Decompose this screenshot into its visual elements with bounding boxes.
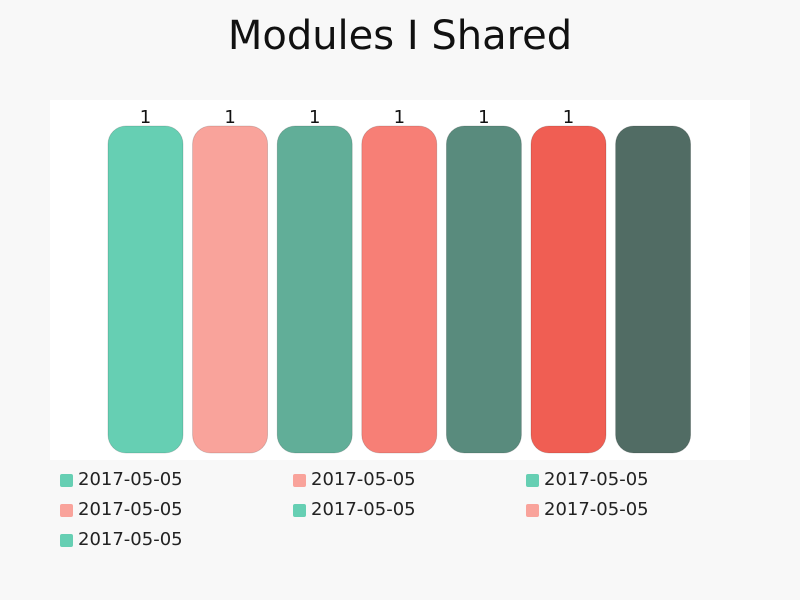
legend-item-1: 2017-05-05 bbox=[60, 468, 183, 492]
bar-value-label-3: 1 bbox=[309, 107, 320, 128]
bar-value-label-4: 1 bbox=[394, 107, 405, 128]
legend-item-2: 2017-05-05 bbox=[293, 468, 416, 492]
bar-3 bbox=[276, 125, 353, 454]
legend-swatch bbox=[60, 533, 73, 547]
legend-swatch bbox=[526, 503, 539, 517]
bar-value-label-2: 1 bbox=[224, 107, 235, 128]
legend-item-3: 2017-05-05 bbox=[526, 468, 649, 492]
bar-6 bbox=[530, 125, 607, 454]
legend: 2017-05-05 2017-05-05 2017-05-05 2017-05-05… bbox=[0, 468, 800, 564]
legend-item-6: 2017-05-05 bbox=[526, 498, 649, 522]
legend-label: 2017-05-05 bbox=[544, 469, 649, 490]
legend-swatch bbox=[293, 473, 306, 487]
bar-value-label-5: 1 bbox=[478, 107, 489, 128]
legend-label: 2017-05-05 bbox=[78, 469, 183, 490]
bar-2 bbox=[192, 125, 269, 454]
plot-area: 1 1 1 1 1 1 bbox=[50, 100, 750, 460]
legend-label: 2017-05-05 bbox=[311, 469, 416, 490]
legend-label: 2017-05-05 bbox=[78, 529, 183, 550]
bar-7 bbox=[615, 125, 691, 454]
legend-swatch bbox=[526, 473, 539, 487]
legend-item-5: 2017-05-05 bbox=[293, 498, 416, 522]
legend-swatch bbox=[60, 473, 73, 487]
legend-label: 2017-05-05 bbox=[544, 499, 649, 520]
legend-swatch bbox=[293, 503, 306, 517]
legend-item-4: 2017-05-05 bbox=[60, 498, 183, 522]
bar-value-label-6: 1 bbox=[563, 107, 574, 128]
legend-label: 2017-05-05 bbox=[311, 499, 416, 520]
bar-4 bbox=[361, 125, 438, 454]
bar-1 bbox=[107, 125, 184, 454]
legend-item-7: 2017-05-05 bbox=[60, 528, 183, 552]
chart-title: Modules I Shared bbox=[227, 13, 573, 59]
bar-chart: 1 1 1 1 1 1 bbox=[107, 107, 691, 454]
legend-swatch bbox=[60, 503, 73, 517]
bar-value-label-1: 1 bbox=[140, 107, 151, 128]
legend-label: 2017-05-05 bbox=[78, 499, 183, 520]
bar-5 bbox=[445, 125, 522, 454]
